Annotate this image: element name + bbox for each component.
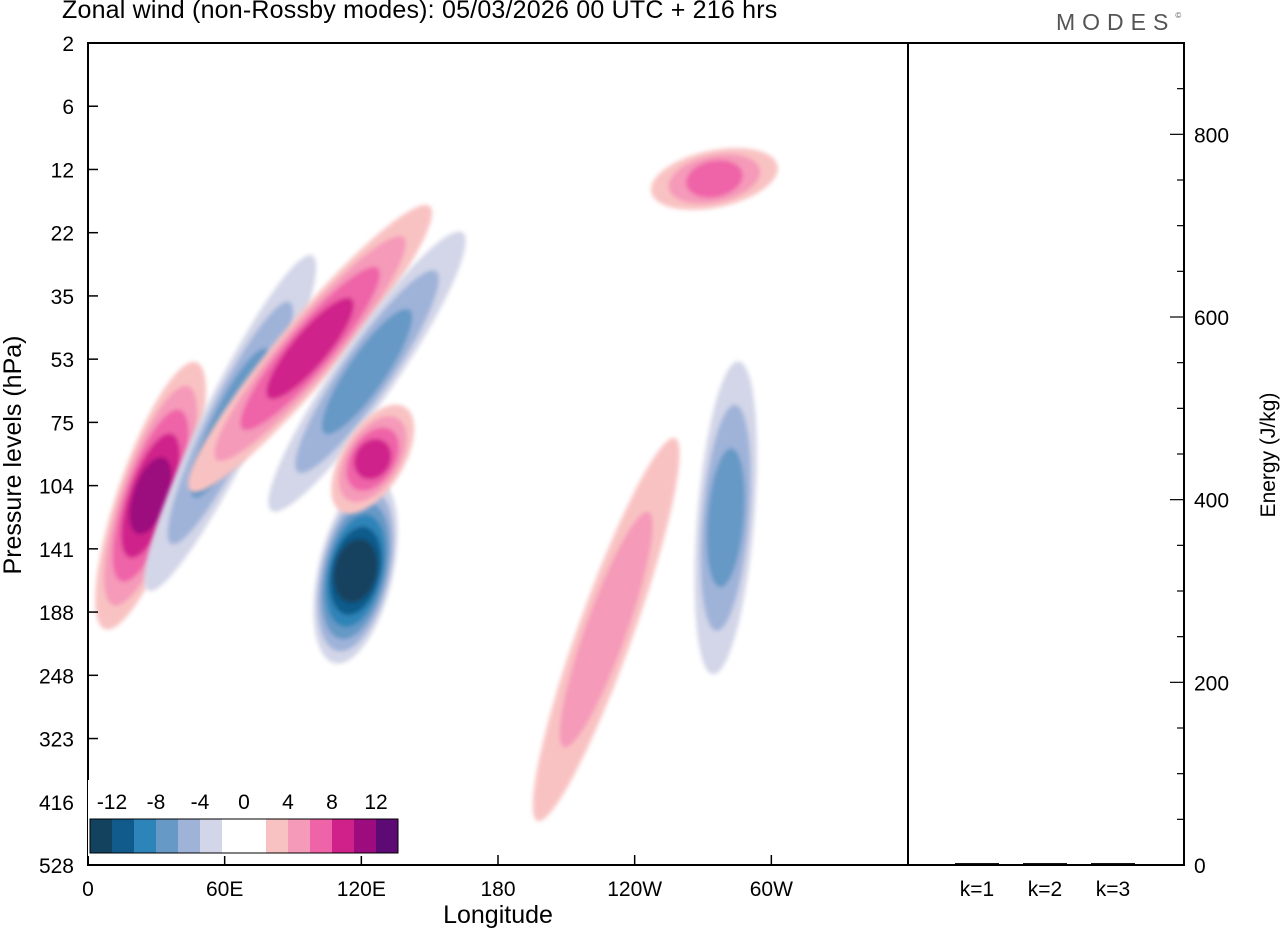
colorbar-swatch xyxy=(134,819,156,853)
x-axis-label: Longitude xyxy=(443,901,553,929)
wind-feature xyxy=(331,404,415,514)
colorbar-swatch xyxy=(332,819,354,853)
colorbar-label: 12 xyxy=(364,791,387,814)
y-tick-label: 6 xyxy=(62,96,74,119)
x-tick-label: 180 xyxy=(480,878,515,901)
wind-contour xyxy=(353,438,392,480)
energy-tick-label: 200 xyxy=(1194,672,1229,695)
x-tick-label: 60W xyxy=(750,878,793,901)
wind-contour xyxy=(337,550,374,591)
energy-bar-label: k=2 xyxy=(1028,878,1062,901)
colorbar-swatch xyxy=(266,819,288,853)
y-tick-label: 528 xyxy=(39,855,74,878)
x-tick-label: 60E xyxy=(206,878,243,901)
wind-field xyxy=(95,148,778,822)
chart-title: Zonal wind (non-Rossby modes): 05/03/202… xyxy=(62,0,778,24)
energy-axis-label: Energy (J/kg) xyxy=(1257,393,1280,518)
colorbar-label: 4 xyxy=(282,791,294,814)
energy-bar xyxy=(955,863,999,866)
wind-feature xyxy=(313,477,398,664)
modes-logo: MODES© xyxy=(1056,9,1181,36)
wind-contour xyxy=(321,308,413,435)
y-tick-label: 35 xyxy=(51,286,74,309)
colorbar-swatch xyxy=(156,819,178,853)
logo-mark: © xyxy=(1175,11,1182,20)
wind-feature xyxy=(268,231,466,512)
wind-contour xyxy=(686,160,743,198)
energy-bar-label: k=1 xyxy=(960,878,994,901)
logo-text: MODES xyxy=(1056,9,1176,35)
wind-contour xyxy=(706,448,745,588)
y-tick-label: 248 xyxy=(39,665,74,688)
colorbar-swatch xyxy=(90,819,112,853)
y-tick-label: 323 xyxy=(39,729,74,752)
y-tick-label: 75 xyxy=(51,412,74,435)
energy-plot-frame xyxy=(907,42,1185,866)
wind-contour xyxy=(559,511,653,748)
wind-feature xyxy=(187,204,433,493)
energy-tick-label: 600 xyxy=(1194,307,1229,330)
x-tick-label: 120W xyxy=(607,878,662,901)
wind-feature xyxy=(650,148,778,210)
energy-bar xyxy=(1023,863,1067,866)
colorbar-label: -12 xyxy=(97,791,127,814)
colorbar-swatch xyxy=(244,819,266,853)
colorbar-swatch xyxy=(178,819,200,853)
colorbar-swatch xyxy=(112,819,134,853)
colorbar-label: -4 xyxy=(191,791,210,814)
colorbar: -12 -8 -4 0 4 8 12 xyxy=(88,780,400,856)
plot-frames xyxy=(87,42,1185,866)
wind-feature xyxy=(694,361,758,675)
y-tick-label: 141 xyxy=(39,539,74,562)
y-tick-label: 188 xyxy=(39,602,74,625)
colorbar-label: -8 xyxy=(147,791,166,814)
x-tick-label: 0 xyxy=(82,878,94,901)
wind-feature xyxy=(95,361,206,630)
colorbar-swatch xyxy=(376,819,398,853)
y-tick-label: 2 xyxy=(62,33,74,56)
wind-contour xyxy=(266,297,354,400)
colorbar-swatch xyxy=(288,819,310,853)
colorbar-swatch xyxy=(354,819,376,853)
colorbar-swatch xyxy=(310,819,332,853)
energy-tick-label: 400 xyxy=(1194,490,1229,513)
y-tick-label: 416 xyxy=(39,792,74,815)
x-tick-label: 120E xyxy=(337,878,386,901)
wind-feature xyxy=(532,437,680,822)
energy-bars: k=1 k=2 k=3 xyxy=(955,863,1135,901)
colorbar-label: 8 xyxy=(326,791,338,814)
energy-bar xyxy=(1091,863,1135,866)
y-tick-label: 12 xyxy=(51,159,74,182)
y-axis-label: Pressure levels (hPa) xyxy=(0,336,27,575)
y-tick-label: 22 xyxy=(51,223,74,246)
y-tick-label: 104 xyxy=(39,476,74,499)
energy-tick-label: 800 xyxy=(1194,124,1229,147)
colorbar-frame xyxy=(89,818,399,854)
colorbar-label: 0 xyxy=(238,791,250,814)
y-tick-label: 53 xyxy=(51,349,74,372)
colorbar-swatch xyxy=(222,819,244,853)
energy-tick-label: 0 xyxy=(1194,855,1206,878)
energy-bar-label: k=3 xyxy=(1096,878,1130,901)
colorbar-swatch xyxy=(200,819,222,853)
